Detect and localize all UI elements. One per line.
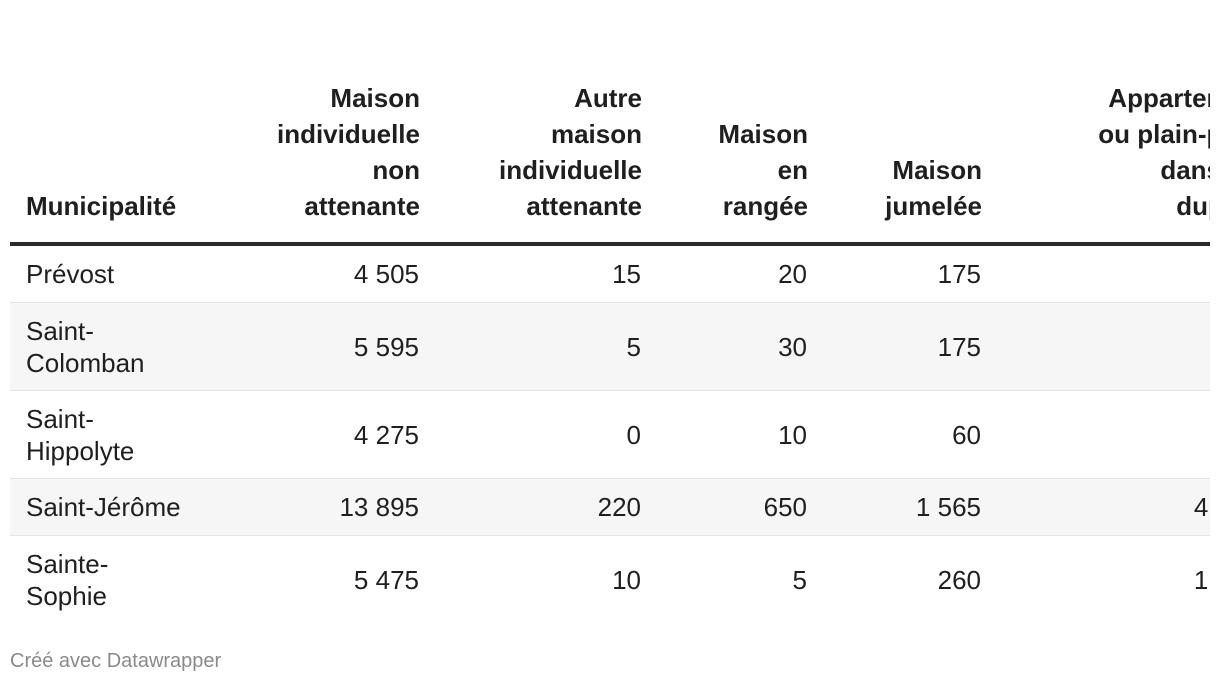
value-cell: 13 895 (256, 478, 420, 536)
value-cell: 10 (642, 390, 808, 479)
value-cell: 5 595 (256, 302, 420, 391)
value-cell: 285 (982, 390, 1210, 479)
housing-type-table: Municipalité Maison individuelle non attenan… (10, 80, 1210, 623)
value-cell: 695 (982, 302, 1210, 391)
value-cell: 4 155 (982, 478, 1210, 536)
value-cell: 15 (420, 244, 642, 303)
municipality-cell: Saint- Hippolyte (10, 390, 256, 479)
column-header-0: Municipalité (10, 80, 256, 246)
value-cell: 5 475 (353, 564, 419, 595)
value-cell: 220 (420, 478, 642, 536)
value-cell: 5 (792, 564, 807, 595)
footer-credit: Créé avec Datawrapper (10, 650, 222, 672)
column-header-3: Maison en rangée (642, 80, 808, 246)
value-cell: 265 (982, 244, 1210, 303)
value-cell: 175 (808, 244, 982, 303)
value-cell: 60 (808, 390, 982, 479)
municipality-cell: Prévost (10, 244, 256, 303)
value-cell: 10 (612, 564, 641, 595)
municipality-cell: Saint-Jérôme (10, 478, 256, 536)
value-cell: 650 (642, 478, 808, 536)
value-cell: 1 565 (808, 478, 982, 536)
column-header-1: Maison individuelle non attenante (256, 80, 420, 246)
column-header-2: Autre maison individuelle attenante (420, 80, 642, 246)
value-cell: 20 (642, 244, 808, 303)
municipality-cell: Sainte- Sophie (26, 548, 109, 611)
table-row: Sainte-Sophie 5 475 10 5 260 1 225 (10, 536, 1210, 624)
data-table-container: Municipalité Maison individuelle non attenan… (10, 80, 1210, 623)
value-cell: 4 505 (256, 244, 420, 303)
value-cell: 1 225 (1193, 564, 1210, 595)
value-cell: 0 (420, 390, 642, 479)
value-cell: 30 (642, 302, 808, 391)
value-cell: 5 (420, 302, 642, 391)
municipality-cell: Saint- Colomban (10, 302, 256, 391)
column-header-4: Maison jumelée (808, 80, 982, 246)
table-header-row: Municipalité Maison individuelle non attenan… (10, 80, 1210, 246)
column-header-5: Appartemenou plain-pieddans unduplex (982, 80, 1210, 246)
value-cell: 4 275 (256, 390, 420, 479)
value-cell: 175 (808, 302, 982, 391)
value-cell: 260 (937, 564, 981, 595)
